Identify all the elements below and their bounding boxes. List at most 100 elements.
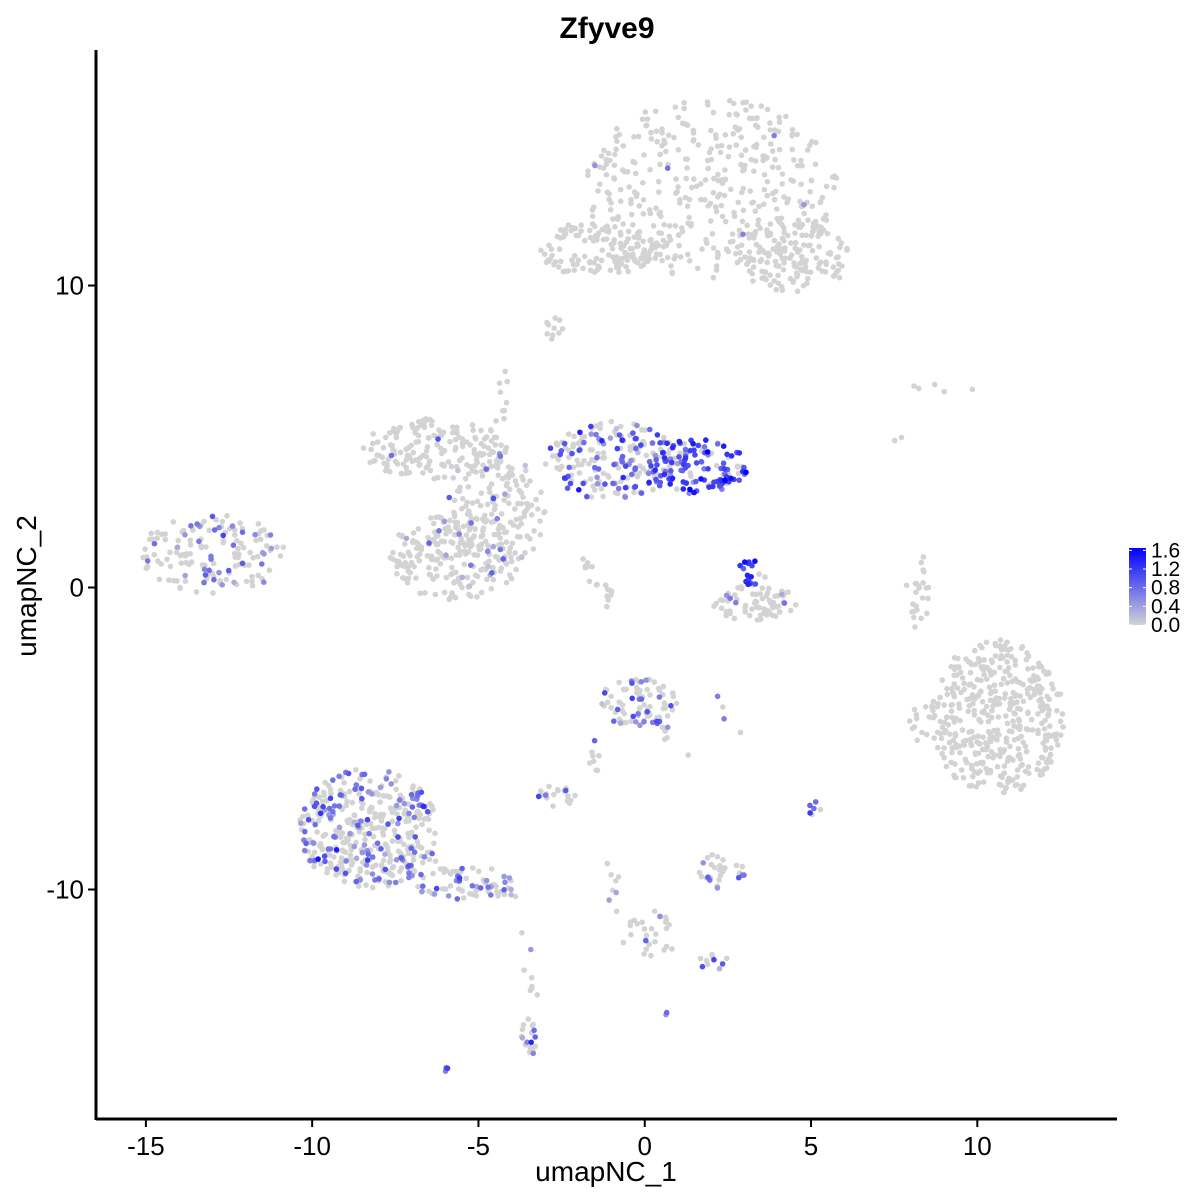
- cell-point: [327, 815, 334, 821]
- cell-point: [368, 446, 374, 453]
- cell-point: [464, 462, 470, 468]
- cell-point: [610, 216, 616, 222]
- cell-point: [208, 553, 214, 560]
- cell-point: [1004, 720, 1011, 727]
- cell-point: [369, 884, 376, 891]
- cell-point: [554, 442, 561, 448]
- cell-point: [311, 803, 318, 810]
- cell-point: [735, 874, 742, 881]
- cell-point: [585, 172, 591, 179]
- cell-point: [690, 137, 697, 143]
- cell-point: [626, 184, 632, 190]
- cell-point: [599, 701, 605, 707]
- cell-point: [633, 445, 639, 452]
- cell-point: [396, 532, 402, 538]
- cell-point: [698, 196, 704, 203]
- cell-point: [630, 713, 636, 720]
- cell-point: [599, 247, 606, 253]
- cell-point: [991, 699, 998, 706]
- cell-point: [393, 802, 400, 809]
- cell-point: [412, 834, 419, 840]
- cell-point: [803, 232, 810, 239]
- cell-point: [640, 211, 647, 217]
- cell-point: [433, 566, 439, 572]
- cell-point: [426, 458, 433, 465]
- cell-point: [723, 612, 729, 619]
- cell-point: [750, 199, 757, 206]
- cell-point: [799, 232, 805, 238]
- cell-point: [434, 573, 440, 579]
- cell-point: [724, 451, 730, 458]
- cell-point: [968, 661, 975, 668]
- cell-point: [376, 876, 382, 882]
- cell-point: [552, 315, 558, 321]
- cell-point: [662, 914, 669, 921]
- cell-point: [591, 260, 597, 266]
- cell-point: [594, 767, 601, 774]
- cell-point: [611, 461, 617, 468]
- cell-point: [767, 272, 773, 279]
- cell-point: [594, 454, 600, 461]
- cell-point: [394, 571, 400, 577]
- cell-point: [196, 538, 202, 545]
- cell-point: [971, 707, 978, 714]
- cell-point: [199, 562, 206, 568]
- cell-point: [812, 161, 819, 168]
- cell-point: [512, 550, 518, 556]
- cell-point: [502, 491, 508, 497]
- cell-point: [713, 462, 720, 469]
- cell-point: [240, 544, 247, 551]
- cell-point: [994, 764, 1001, 770]
- cell-point: [388, 452, 395, 459]
- cell-point: [963, 737, 969, 744]
- cell-point: [433, 885, 440, 892]
- cell-point: [570, 261, 577, 268]
- cell-point: [692, 452, 698, 458]
- cell-point: [368, 804, 375, 811]
- cell-point: [781, 225, 787, 231]
- cell-point: [714, 441, 721, 447]
- cell-point: [1040, 755, 1046, 761]
- cell-point: [772, 156, 778, 163]
- cell-point: [162, 531, 168, 537]
- cell-point: [748, 574, 754, 580]
- cell-point: [522, 467, 529, 474]
- cell-point: [813, 255, 820, 261]
- cell-point: [261, 579, 267, 585]
- cell-point: [506, 875, 513, 881]
- cell-point: [497, 568, 504, 574]
- cell-point: [735, 127, 741, 133]
- cell-point: [359, 805, 365, 811]
- cell-point: [761, 134, 767, 141]
- cell-point: [614, 126, 620, 132]
- cell-point: [151, 551, 158, 558]
- cell-point: [714, 478, 720, 485]
- cell-point: [581, 439, 587, 446]
- cell-point: [781, 260, 787, 266]
- cell-point: [586, 461, 592, 467]
- cell-point: [426, 435, 432, 441]
- cell-point: [659, 257, 665, 264]
- cell-point: [447, 517, 453, 524]
- cell-point: [576, 470, 583, 476]
- cell-point: [267, 532, 274, 538]
- cell-point: [719, 213, 726, 220]
- cell-point: [566, 464, 572, 471]
- cell-point: [631, 489, 637, 496]
- cell-point: [312, 821, 319, 828]
- cell-point: [659, 449, 666, 456]
- cell-point: [311, 863, 317, 870]
- cell-point: [1050, 685, 1056, 692]
- cell-point: [657, 161, 663, 168]
- cell-point: [523, 500, 530, 507]
- cell-point: [959, 727, 966, 733]
- cell-point: [592, 487, 598, 493]
- cell-point: [466, 591, 472, 598]
- cell-point: [742, 604, 748, 611]
- cell-point: [219, 582, 225, 588]
- cell-point: [448, 463, 455, 470]
- cell-point: [614, 138, 620, 144]
- cell-point: [641, 702, 647, 708]
- cell-point: [645, 470, 652, 477]
- cell-point: [680, 479, 687, 485]
